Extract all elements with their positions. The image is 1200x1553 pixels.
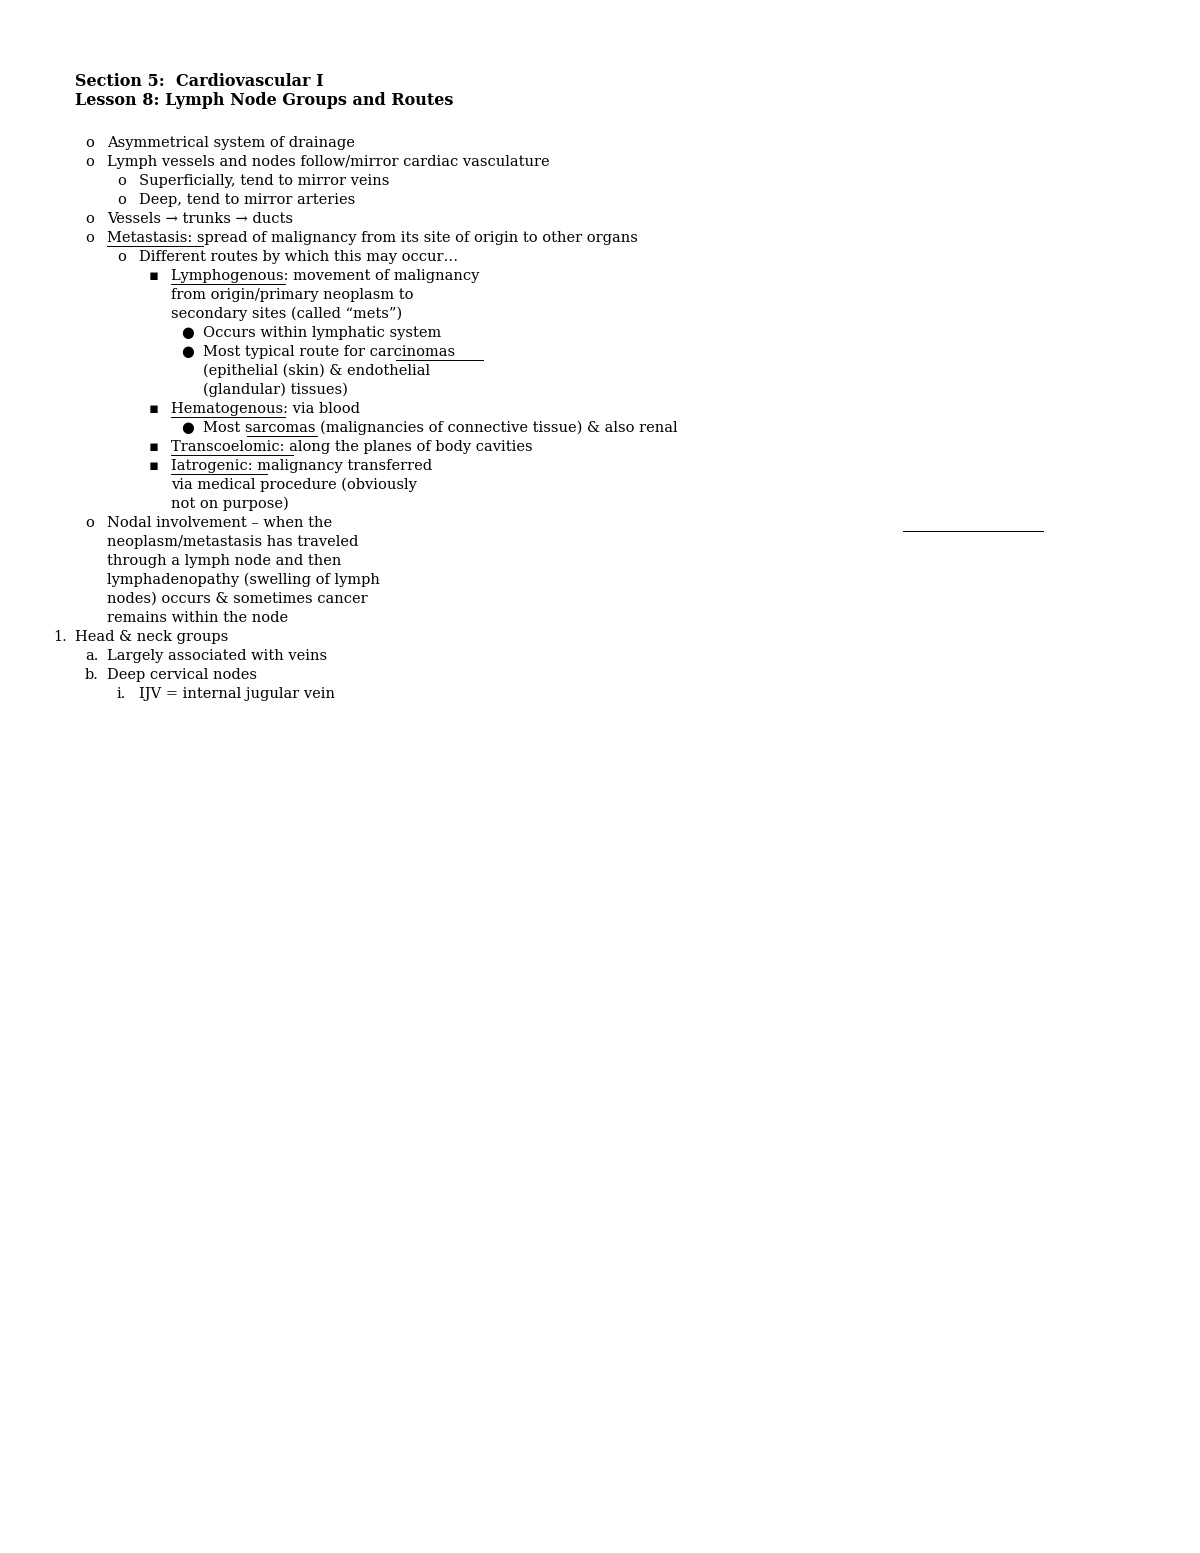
Text: Superficially, tend to mirror veins: Superficially, tend to mirror veins bbox=[139, 174, 389, 188]
Text: a.: a. bbox=[85, 649, 98, 663]
Text: Most sarcomas (malignancies of connective tissue) & also renal: Most sarcomas (malignancies of connectiv… bbox=[203, 421, 678, 435]
Text: o: o bbox=[85, 516, 94, 530]
Text: o: o bbox=[118, 174, 126, 188]
Text: Metastasis: spread of malignancy from its site of origin to other organs: Metastasis: spread of malignancy from it… bbox=[107, 231, 638, 245]
Text: o: o bbox=[85, 213, 94, 227]
Text: b.: b. bbox=[85, 668, 98, 682]
Text: remains within the node: remains within the node bbox=[107, 610, 288, 624]
Text: (epithelial (skin) & endothelial: (epithelial (skin) & endothelial bbox=[203, 363, 430, 379]
Text: ●: ● bbox=[181, 326, 193, 340]
Text: Iatrogenic: malignancy transferred: Iatrogenic: malignancy transferred bbox=[172, 460, 432, 474]
Text: o: o bbox=[118, 250, 126, 264]
Text: Deep cervical nodes: Deep cervical nodes bbox=[107, 668, 257, 682]
Text: through a lymph node and then: through a lymph node and then bbox=[107, 554, 341, 568]
Text: o: o bbox=[85, 155, 94, 169]
Text: (glandular) tissues): (glandular) tissues) bbox=[203, 384, 348, 398]
Text: neoplasm/metastasis has traveled: neoplasm/metastasis has traveled bbox=[107, 534, 359, 550]
Text: Lymph vessels and nodes follow/mirror cardiac vasculature: Lymph vessels and nodes follow/mirror ca… bbox=[107, 155, 550, 169]
Text: Asymmetrical system of drainage: Asymmetrical system of drainage bbox=[107, 137, 355, 151]
Text: o: o bbox=[85, 137, 94, 151]
Text: ▪: ▪ bbox=[149, 402, 158, 416]
Text: Section 5:  Cardiovascular I: Section 5: Cardiovascular I bbox=[74, 73, 324, 90]
Text: Lesson 8: Lymph Node Groups and Routes: Lesson 8: Lymph Node Groups and Routes bbox=[74, 92, 454, 109]
Text: o: o bbox=[85, 231, 94, 245]
Text: o: o bbox=[118, 193, 126, 207]
Text: Deep, tend to mirror arteries: Deep, tend to mirror arteries bbox=[139, 193, 355, 207]
Text: Hematogenous: via blood: Hematogenous: via blood bbox=[172, 402, 360, 416]
Text: via medical procedure (obviously: via medical procedure (obviously bbox=[172, 478, 416, 492]
Text: Different routes by which this may occur…: Different routes by which this may occur… bbox=[139, 250, 458, 264]
Text: ▪: ▪ bbox=[149, 460, 158, 474]
Text: 1.: 1. bbox=[53, 631, 67, 644]
Text: Nodal involvement – when the: Nodal involvement – when the bbox=[107, 516, 332, 530]
Text: ●: ● bbox=[181, 421, 193, 435]
Text: ●: ● bbox=[181, 345, 193, 359]
Text: Head & neck groups: Head & neck groups bbox=[74, 631, 228, 644]
Text: from origin/primary neoplasm to: from origin/primary neoplasm to bbox=[172, 287, 414, 301]
Text: IJV = internal jugular vein: IJV = internal jugular vein bbox=[139, 686, 335, 700]
Text: Most typical route for carcinomas: Most typical route for carcinomas bbox=[203, 345, 455, 359]
Text: nodes) occurs & sometimes cancer: nodes) occurs & sometimes cancer bbox=[107, 592, 367, 606]
Text: secondary sites (called “mets”): secondary sites (called “mets”) bbox=[172, 307, 402, 321]
Text: Occurs within lymphatic system: Occurs within lymphatic system bbox=[203, 326, 442, 340]
Text: Transcoelomic: along the planes of body cavities: Transcoelomic: along the planes of body … bbox=[172, 439, 533, 453]
Text: not on purpose): not on purpose) bbox=[172, 497, 289, 511]
Text: i.: i. bbox=[118, 686, 126, 700]
Text: ▪: ▪ bbox=[149, 269, 158, 283]
Text: lymphadenopathy (swelling of lymph: lymphadenopathy (swelling of lymph bbox=[107, 573, 380, 587]
Text: ▪: ▪ bbox=[149, 439, 158, 453]
Text: Largely associated with veins: Largely associated with veins bbox=[107, 649, 328, 663]
Text: Lymphogenous: movement of malignancy: Lymphogenous: movement of malignancy bbox=[172, 269, 479, 283]
Text: Vessels → trunks → ducts: Vessels → trunks → ducts bbox=[107, 213, 293, 227]
